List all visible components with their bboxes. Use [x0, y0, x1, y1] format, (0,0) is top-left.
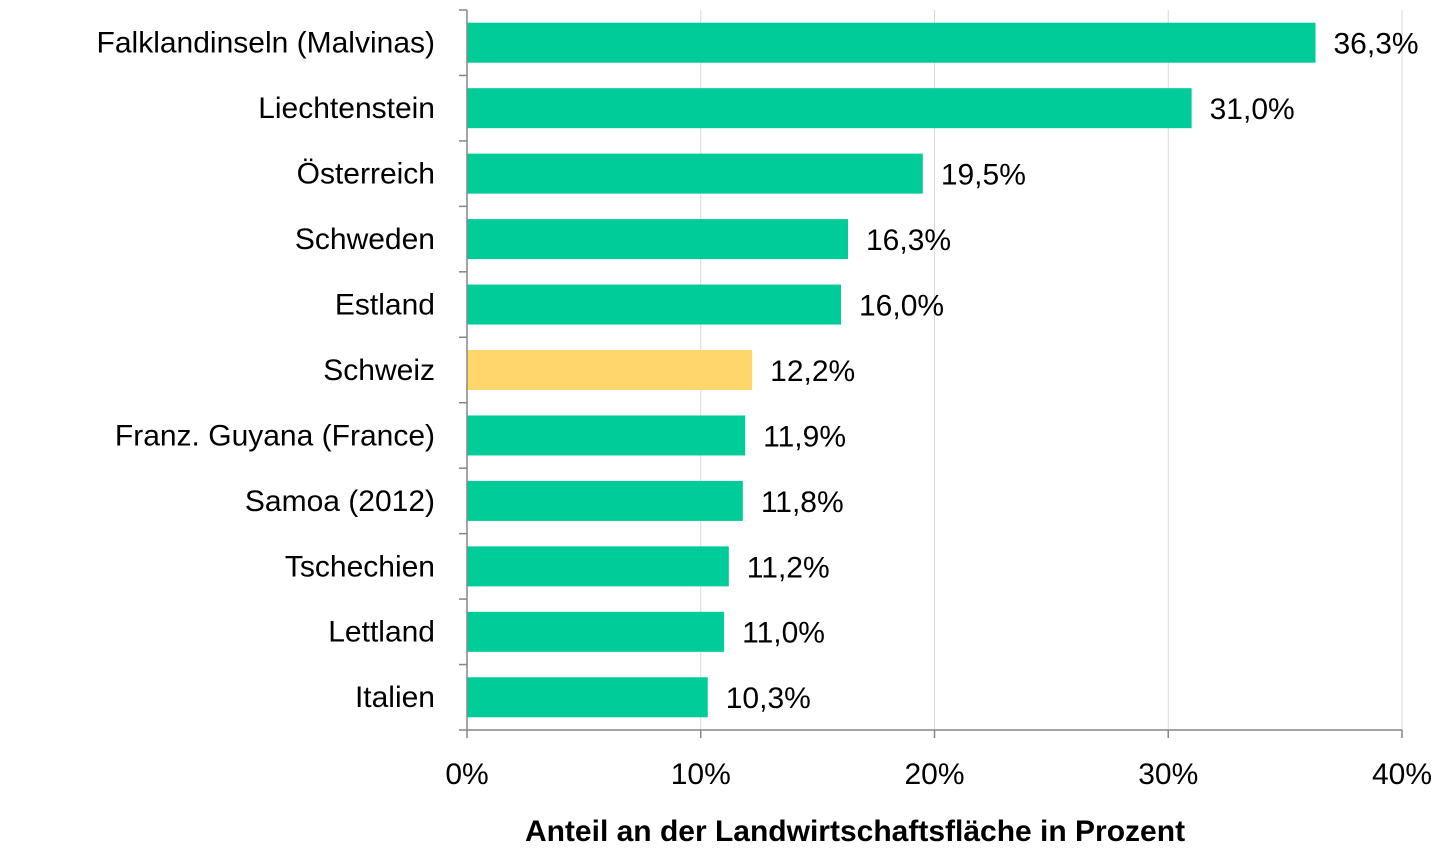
value-label: 31,0% [1210, 93, 1295, 126]
bar [467, 611, 725, 652]
value-label: 10,3% [726, 682, 811, 715]
value-label: 36,3% [1334, 28, 1419, 61]
value-label: 16,3% [866, 224, 951, 257]
value-label: 11,9% [763, 420, 846, 453]
value-label: 12,2% [770, 355, 855, 388]
value-label: 11,0% [742, 617, 825, 650]
bar [467, 88, 1192, 129]
x-tick-label: 40% [1372, 758, 1432, 791]
bar [467, 415, 746, 456]
y-tick-label: Falklandinseln (Malvinas) [97, 27, 435, 60]
y-tick-label: Franz. Guyana (France) [115, 419, 435, 452]
bar [467, 480, 743, 521]
y-tick-label: Lettland [328, 616, 435, 649]
value-label: 11,8% [761, 486, 844, 519]
y-tick-label: Schweden [295, 223, 435, 256]
y-tick-label: Liechtenstein [258, 92, 435, 125]
y-tick-label: Italien [355, 681, 435, 714]
y-tick-label: Estland [335, 288, 435, 321]
y-tick-label: Tschechien [285, 550, 435, 583]
x-tick-label: 30% [1138, 758, 1198, 791]
bar [467, 546, 729, 587]
bar [467, 350, 753, 390]
bar [467, 284, 841, 325]
bar [467, 677, 708, 718]
bar [467, 219, 849, 260]
y-tick-label: Samoa (2012) [245, 485, 435, 518]
x-tick-label: 20% [904, 758, 964, 791]
x-axis-title: Anteil an der Landwirtschaftsfläche in P… [525, 815, 1185, 848]
value-label: 19,5% [941, 159, 1026, 192]
y-tick-label: Schweiz [323, 354, 435, 387]
x-tick-label: 0% [445, 758, 488, 791]
value-label: 16,0% [859, 289, 944, 322]
bar [467, 153, 923, 194]
y-tick-label: Österreich [297, 158, 435, 191]
bar [467, 22, 1316, 63]
x-tick-label: 10% [671, 758, 731, 791]
value-label: 11,2% [747, 551, 830, 584]
